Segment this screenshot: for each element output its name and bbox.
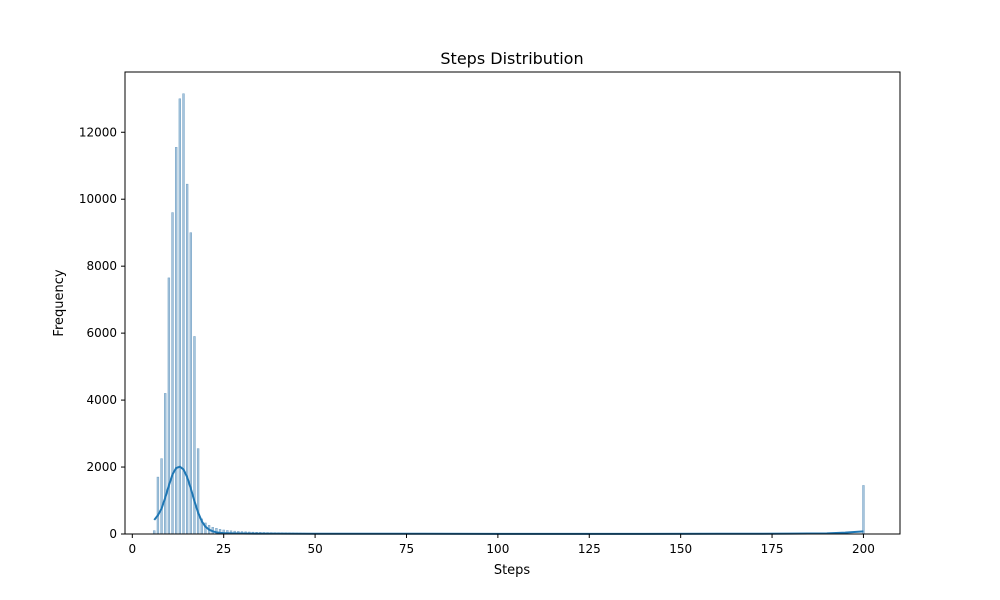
x-tick-label: 0 [128,542,136,556]
y-tick-label: 10000 [79,192,117,206]
y-tick-label: 8000 [86,259,117,273]
x-tick-label: 50 [307,542,322,556]
plot-frame [124,71,901,535]
x-tick-label: 175 [761,542,784,556]
histogram-bar [862,485,865,535]
x-axis-ticks: 0 25 50 75 100 125 150 175 200 [128,534,875,556]
y-tick-label: 4000 [86,393,117,407]
x-tick-label: 100 [486,542,509,556]
y-axis-label: Frequency [52,269,67,336]
y-tick-label: 0 [109,527,117,541]
histogram-bar [153,530,156,535]
histogram-bar [164,393,167,535]
x-tick-label: 200 [852,542,875,556]
y-tick-label: 6000 [86,326,117,340]
x-tick-label: 75 [399,542,414,556]
histogram-bar [160,458,163,535]
x-tick-label: 25 [216,542,231,556]
x-tick-label: 150 [669,542,692,556]
histogram-bar [167,277,171,535]
histogram-bar [171,212,174,535]
chart-title: Steps Distribution [440,49,583,68]
histogram-bar [156,476,160,535]
histogram-bars [153,93,865,535]
x-axis-label: Steps [494,563,531,578]
x-tick-label: 125 [578,542,601,556]
histogram-bar [178,98,181,535]
y-axis-ticks: 0 2000 4000 6000 8000 10000 12000 [79,125,125,541]
y-tick-label: 12000 [79,125,117,139]
y-tick-label: 2000 [86,460,117,474]
histogram-bar [175,147,178,535]
histogram-bar [196,448,200,535]
